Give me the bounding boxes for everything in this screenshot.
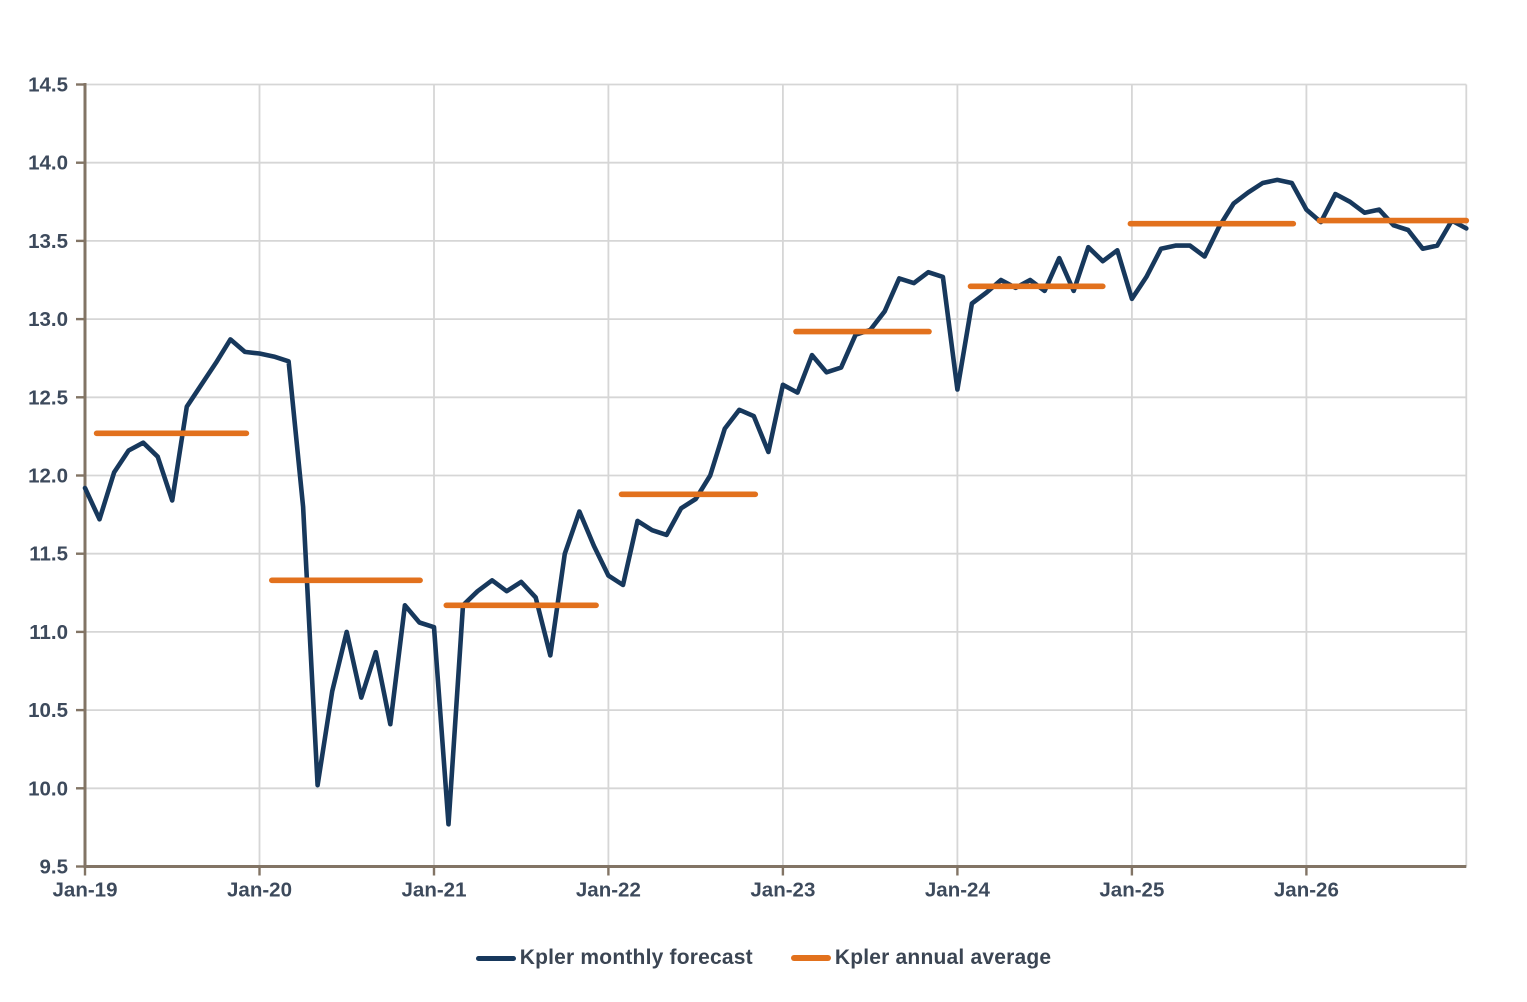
- svg-text:10.0: 10.0: [28, 777, 68, 800]
- svg-text:Jan-26: Jan-26: [1274, 879, 1339, 902]
- gridlines: [85, 83, 1468, 867]
- svg-text:Jan-21: Jan-21: [402, 879, 467, 902]
- svg-text:13.5: 13.5: [28, 230, 68, 253]
- svg-text:14.0: 14.0: [28, 152, 68, 175]
- y-axis-labels: 9.5 10.0 10.5 11.0 11.5 12.0 12.5 13.0 13.5 14.0 1…: [28, 74, 68, 879]
- svg-text:13.0: 13.0: [28, 308, 68, 331]
- svg-text:Jan-23: Jan-23: [750, 879, 815, 902]
- svg-text:10.5: 10.5: [28, 699, 68, 722]
- svg-text:12.0: 12.0: [28, 465, 68, 488]
- annual-average-segments: [93, 217, 1470, 609]
- monthly-forecast-line: [82, 177, 1469, 827]
- svg-text:14.5: 14.5: [28, 74, 68, 97]
- x-axis-labels: Jan-19 Jan-20 Jan-21 Jan-22 Jan-23 Jan-24 Jan-…: [53, 879, 1339, 902]
- svg-text:Jan-19: Jan-19: [53, 879, 118, 902]
- svg-text:Jan-20: Jan-20: [227, 879, 292, 902]
- svg-text:Jan-22: Jan-22: [576, 879, 641, 902]
- svg-text:9.5: 9.5: [40, 856, 69, 879]
- svg-text:Jan-25: Jan-25: [1099, 879, 1164, 902]
- svg-text:11.0: 11.0: [29, 621, 68, 644]
- svg-text:11.5: 11.5: [29, 543, 68, 566]
- svg-text:12.5: 12.5: [28, 386, 68, 409]
- axes: [76, 83, 1467, 876]
- svg-text:Jan-24: Jan-24: [925, 879, 991, 902]
